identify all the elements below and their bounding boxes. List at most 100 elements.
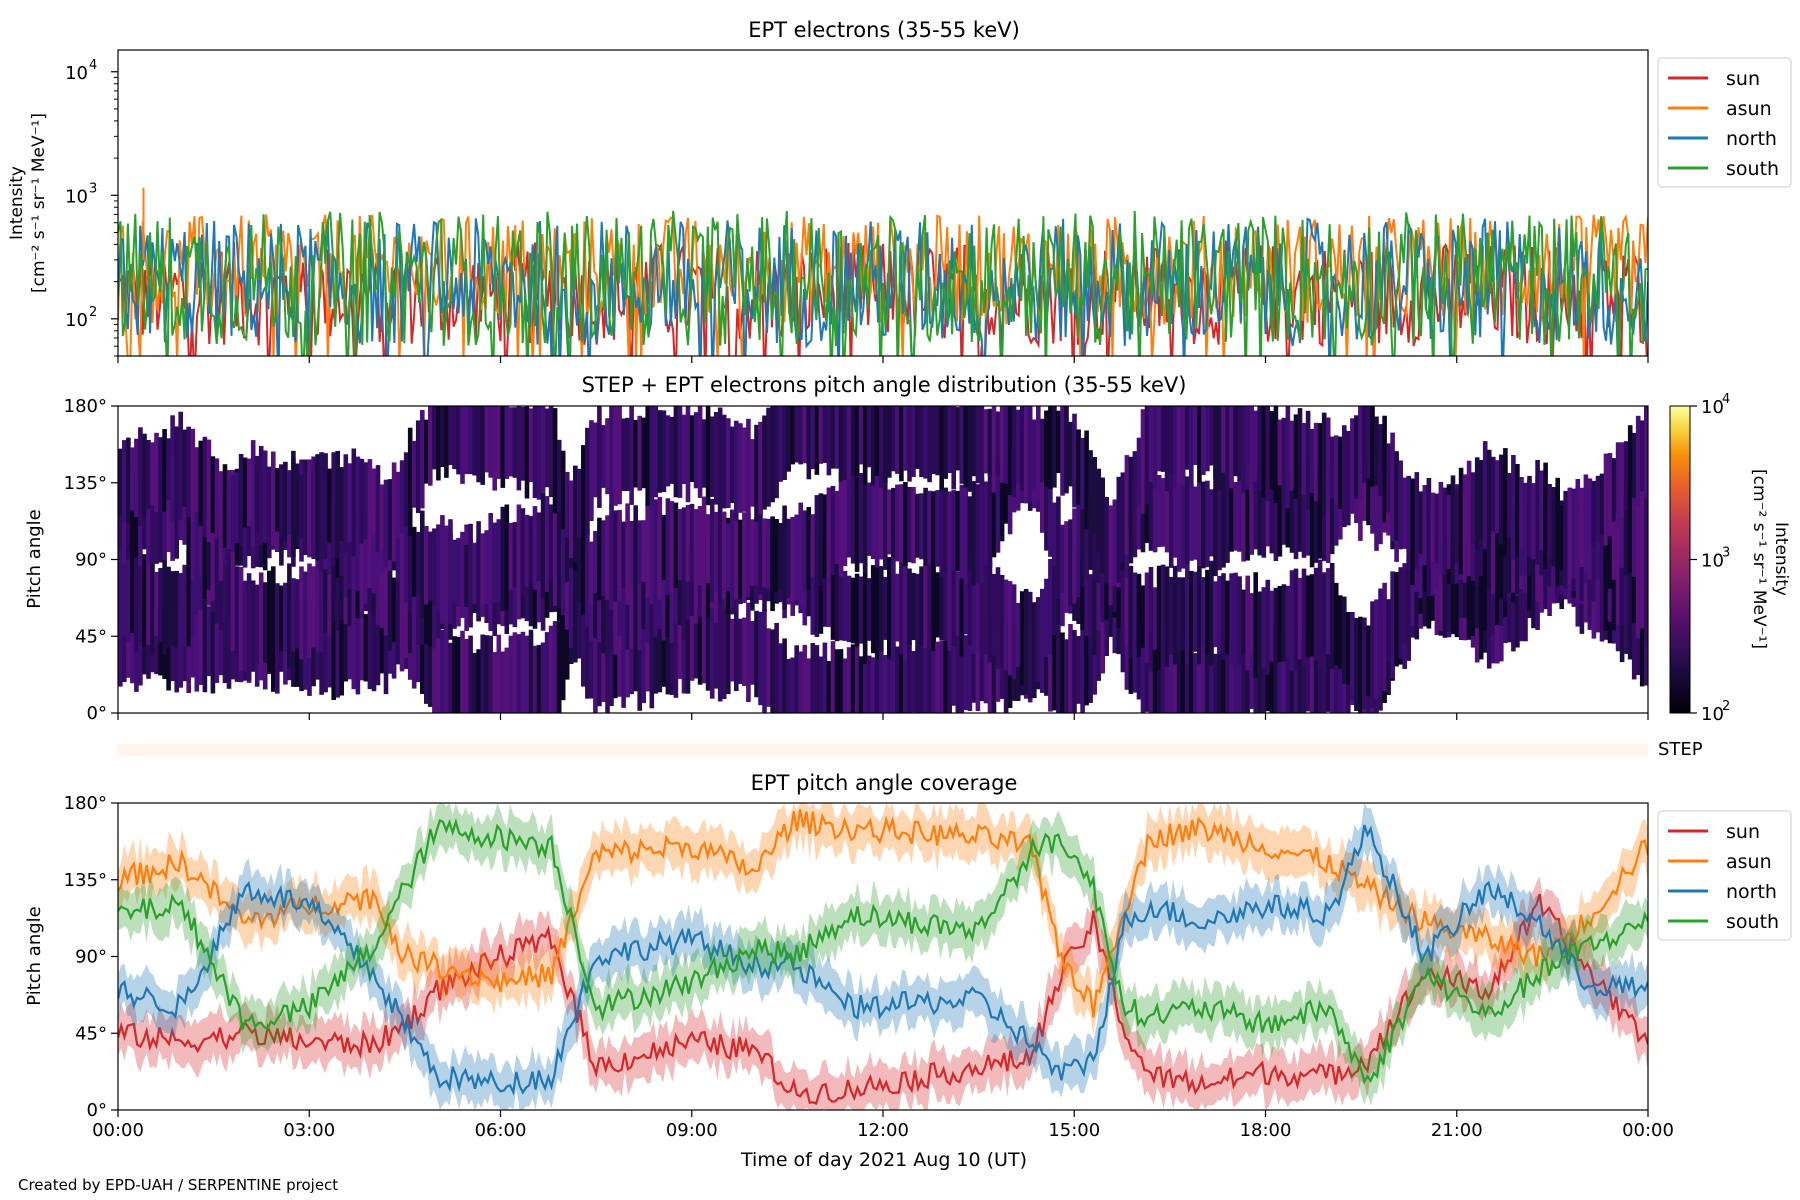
pad-cell — [1148, 637, 1154, 713]
pad-cell — [428, 531, 433, 601]
pad-cell — [540, 406, 546, 493]
pad-cell — [858, 576, 864, 644]
pad-cell — [991, 623, 997, 713]
pad-cell — [508, 635, 514, 713]
pad-cell — [234, 566, 240, 657]
pad-cell — [476, 521, 481, 622]
pad-cell — [1180, 577, 1186, 651]
pad-cell — [1426, 478, 1432, 575]
pad-cell — [1623, 548, 1629, 633]
pad-cell — [927, 406, 932, 483]
pad-cell — [874, 639, 880, 713]
pad-cell — [206, 439, 212, 543]
pad-cell — [1072, 508, 1077, 604]
pad-cell — [1575, 479, 1581, 582]
pad-cell — [818, 493, 824, 586]
pad-cell — [1164, 566, 1170, 667]
pad-cell — [862, 638, 868, 713]
pad-cell — [472, 406, 477, 476]
pad-cell — [452, 541, 457, 604]
pad-cell — [1313, 422, 1319, 502]
pad-cell — [452, 636, 457, 713]
pad-cell — [705, 514, 711, 584]
pad-cell — [375, 605, 381, 686]
pad-cell — [1362, 617, 1367, 710]
pad-cell — [335, 537, 340, 631]
pad-cell — [593, 530, 598, 594]
pad-cell — [862, 555, 868, 664]
pad-cell — [1257, 464, 1262, 556]
pad-cell — [440, 406, 445, 467]
pad-cell — [359, 511, 365, 612]
pad-cell — [1325, 568, 1331, 654]
pad-cell — [363, 614, 369, 682]
pad-cell — [1478, 556, 1484, 628]
pad-cell — [669, 416, 675, 484]
pad-cell — [339, 509, 344, 577]
pad-cell — [581, 579, 586, 687]
pad-cell — [488, 513, 493, 617]
pad-cell — [1329, 632, 1335, 713]
pad-cell — [1064, 521, 1069, 613]
pad-cell — [689, 608, 695, 681]
pad-cell — [1132, 572, 1138, 656]
pad-cell — [814, 406, 820, 475]
pad-cell — [1418, 491, 1424, 555]
pad-cell — [1454, 533, 1460, 638]
pad-cell — [460, 406, 465, 484]
pad-cell — [1003, 406, 1009, 485]
pad-cell — [721, 599, 727, 699]
pad-cell — [1321, 471, 1327, 562]
pad-cell — [262, 450, 268, 543]
pad-cell — [1076, 636, 1081, 704]
pad-cell — [146, 440, 151, 510]
pad-cell — [806, 406, 812, 480]
pad-cell — [693, 412, 699, 489]
pad-cell — [1189, 570, 1194, 654]
pad-cell — [391, 462, 397, 562]
pad-cell — [532, 406, 538, 498]
pad-cell — [854, 643, 860, 713]
pad-cell — [649, 602, 655, 709]
pad-cell — [858, 473, 864, 564]
pad-ytick-label: 135° — [64, 473, 107, 494]
pad-cell — [367, 459, 373, 542]
coverage-xtick-label: 21:00 — [1431, 1120, 1483, 1141]
pad-cell — [379, 484, 385, 548]
pad-cell — [1056, 410, 1061, 474]
pad-cell — [162, 429, 167, 512]
pad-cell — [822, 555, 828, 627]
pad-cell — [1080, 556, 1085, 630]
pad-cell — [1378, 588, 1383, 698]
pad-heatmap-cells — [118, 406, 1648, 713]
coverage-ytick-label: 90° — [75, 947, 107, 968]
pad-cell — [681, 600, 687, 694]
pad-cell — [681, 414, 687, 484]
pad-cell — [1635, 490, 1641, 569]
pad-cell — [597, 633, 602, 707]
pad-cell — [1221, 471, 1226, 568]
pad-cell — [399, 509, 405, 599]
pad-cell — [983, 409, 989, 474]
pad-cell — [1015, 409, 1021, 484]
step-strip-bar — [118, 744, 1648, 756]
pad-cell — [1068, 421, 1073, 487]
pad-cell — [267, 466, 272, 529]
pad-cell — [484, 635, 489, 713]
pad-cell — [605, 621, 610, 713]
pad-cell — [883, 406, 888, 483]
pad-cell — [1036, 406, 1041, 501]
pad-cell — [436, 406, 441, 481]
pad-cell — [194, 551, 200, 615]
pad-cell — [230, 475, 236, 552]
pad-cell — [452, 406, 457, 470]
pad-cell — [230, 556, 236, 651]
pad-cell — [1607, 492, 1613, 589]
pad-cell — [911, 572, 916, 641]
pad-cell — [1313, 467, 1319, 563]
pad-cell — [1406, 479, 1411, 552]
pad-cell — [158, 460, 163, 563]
pad-cell — [190, 428, 196, 523]
pad-cell — [979, 638, 985, 702]
